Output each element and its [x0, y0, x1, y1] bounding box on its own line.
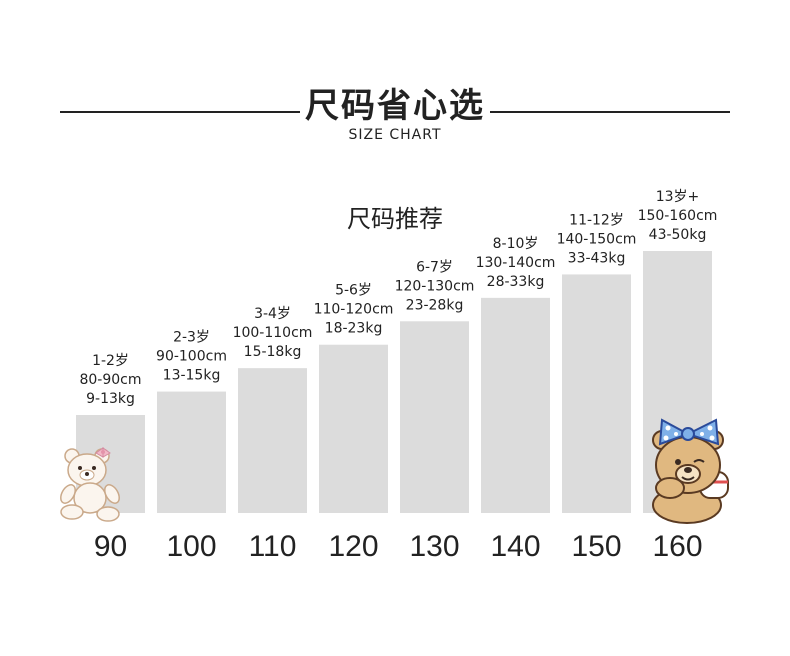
size-label-140: 140 — [490, 530, 540, 563]
page-subtitle: SIZE CHART — [348, 127, 442, 143]
size-140-info-1: 8-10岁 — [493, 236, 539, 252]
bear-with-bow-icon — [652, 418, 729, 524]
size-bar-100 — [157, 391, 226, 513]
size-160-info-1: 13岁+ — [656, 189, 700, 205]
size-120-info-2: 110-120cm — [314, 302, 394, 318]
size-label-120: 120 — [328, 530, 378, 563]
size-150-info-3: 33-43kg — [568, 250, 626, 266]
size-130-info-3: 23-28kg — [406, 297, 464, 313]
size-label-90: 90 — [94, 530, 127, 563]
size-100-info-1: 2-3岁 — [173, 330, 210, 346]
size-bar-150 — [562, 274, 631, 513]
size-bar-140 — [481, 297, 550, 513]
size-90-info-2: 80-90cm — [79, 372, 141, 388]
size-160-info-2: 150-160cm — [638, 208, 718, 224]
size-120-info-3: 18-23kg — [325, 321, 383, 337]
size-150-info-2: 140-150cm — [557, 231, 637, 247]
size-bar-130 — [400, 321, 469, 513]
size-label-100: 100 — [166, 530, 216, 563]
page-title: 尺码省心选 — [305, 86, 485, 126]
size-150-info-1: 11-12岁 — [569, 212, 624, 228]
section-title: 尺码推荐 — [347, 205, 443, 233]
size-110-info-3: 15-18kg — [244, 344, 302, 360]
size-90-info-1: 1-2岁 — [92, 353, 129, 369]
size-label-130: 130 — [409, 530, 459, 563]
size-label-150: 150 — [571, 530, 621, 563]
size-bar-120 — [319, 344, 388, 513]
size-100-info-2: 90-100cm — [156, 349, 227, 365]
size-label-160: 160 — [652, 530, 702, 563]
title-rule-right — [490, 111, 730, 113]
size-110-info-2: 100-110cm — [233, 325, 313, 341]
size-110-info-1: 3-4岁 — [254, 306, 291, 322]
size-130-info-2: 120-130cm — [395, 278, 475, 294]
size-90-info-3: 9-13kg — [86, 391, 135, 407]
size-label-110: 110 — [249, 530, 297, 563]
size-100-info-3: 13-15kg — [163, 368, 221, 384]
title-rule-left — [60, 111, 300, 113]
size-130-info-1: 6-7岁 — [416, 259, 453, 275]
size-160-info-3: 43-50kg — [649, 227, 707, 243]
size-140-info-3: 28-33kg — [487, 274, 545, 290]
size-140-info-2: 130-140cm — [476, 255, 556, 271]
size-bar-110 — [238, 368, 307, 513]
size-120-info-1: 5-6岁 — [335, 283, 372, 299]
teddy-bear-icon — [60, 447, 120, 522]
